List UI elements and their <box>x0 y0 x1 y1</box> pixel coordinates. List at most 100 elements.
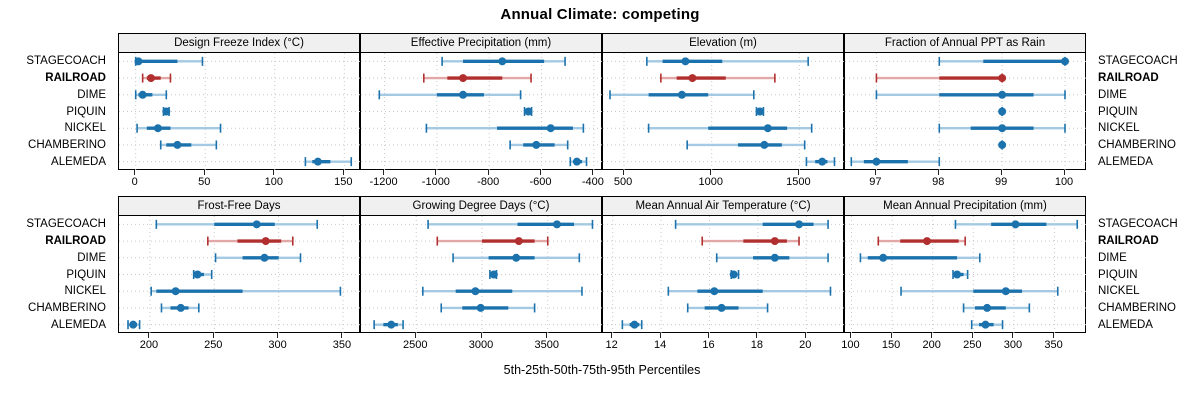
median-dot <box>1011 220 1020 229</box>
tick-label: 1000 <box>698 176 723 188</box>
tick-mark <box>212 333 214 338</box>
x-axis-caption: 5th-25th-50th-75th-95th Percentiles <box>503 363 701 377</box>
median-dot <box>498 57 507 66</box>
median-dot <box>252 220 261 229</box>
panel-mean-annual-air-temperature-c <box>602 216 845 333</box>
median-dot <box>872 157 881 166</box>
tick-label: 0 <box>131 176 138 188</box>
tick-mark <box>710 170 712 175</box>
median-dot <box>134 57 143 66</box>
median-dot <box>983 303 992 312</box>
tick-label: 100 <box>1054 176 1074 188</box>
tick-mark <box>148 333 150 338</box>
median-dot <box>524 107 533 116</box>
median-dot <box>998 90 1007 99</box>
panel-strip-elevation-m: Elevation (m) <box>602 33 844 53</box>
panel-frost-free-days <box>118 216 361 333</box>
tick-mark <box>1063 170 1065 175</box>
median-dot <box>476 303 485 312</box>
median-dot <box>953 270 962 279</box>
tick-label: 350 <box>332 339 352 351</box>
tick-label: 14 <box>653 339 667 351</box>
tick-label: 250 <box>204 339 223 351</box>
tick-label: 3500 <box>534 339 559 351</box>
panel-strip-frost-free-days: Frost-Free Days <box>118 196 360 216</box>
tick-label: 500 <box>613 176 633 188</box>
panel-effective-precipitation-mm <box>360 53 603 170</box>
tick-mark <box>659 333 661 338</box>
median-dot <box>512 253 521 262</box>
tick-label: 2500 <box>402 339 428 351</box>
category-label-alemeda: ALEMEDA <box>51 318 106 331</box>
tick-mark <box>480 333 482 338</box>
median-dot <box>489 270 498 279</box>
median-dot <box>729 270 738 279</box>
median-dot <box>153 124 162 133</box>
panel-plot-mean-annual-precipitation-mm <box>845 216 1087 333</box>
x-axis-effective-precipitation-mm: -1200 -1000 -800 -600 -400 <box>360 170 604 192</box>
tick-label: 98 <box>932 176 945 188</box>
tick-label: 12 <box>605 339 618 351</box>
category-label-dime: DIME <box>1098 88 1127 101</box>
median-dot <box>572 157 581 166</box>
tick-label: 350 <box>1044 339 1063 351</box>
median-dot <box>818 157 827 166</box>
median-dot <box>998 140 1007 149</box>
x-axis-frost-free-days: 200 250 300 350 <box>118 333 360 355</box>
tick-label: 250 <box>963 339 982 351</box>
panel-strip-effective-precipitation-mm: Effective Precipitation (mm) <box>360 33 602 53</box>
tick-label: 20 <box>799 339 812 351</box>
category-label-railroad: RAILROAD <box>45 235 106 248</box>
tick-label: -1200 <box>369 176 398 188</box>
tick-mark <box>931 333 933 338</box>
tick-mark <box>383 170 385 175</box>
tick-label: 18 <box>750 339 763 351</box>
x-axis-mean-annual-precipitation-mm: 100 150 200 250 300 350 <box>841 333 1086 355</box>
median-dot <box>770 237 779 246</box>
category-label-dime: DIME <box>77 88 106 101</box>
tick-mark <box>971 333 973 338</box>
tick-mark <box>1053 333 1055 338</box>
category-label-stagecoach: STAGECOACH <box>26 55 106 68</box>
median-dot <box>546 124 555 133</box>
tick-mark <box>546 333 548 338</box>
median-dot <box>146 74 155 83</box>
x-axis-design-freeze-index-c: 0 50 100 150 <box>118 170 360 192</box>
category-label-stagecoach: STAGECOACH <box>26 218 106 231</box>
median-dot <box>681 57 690 66</box>
median-dot <box>129 320 138 329</box>
tick-mark <box>487 170 489 175</box>
tick-mark <box>273 170 275 175</box>
tick-mark <box>592 170 594 175</box>
median-dot <box>387 320 396 329</box>
median-dot <box>760 140 769 149</box>
median-dot <box>677 90 686 99</box>
tick-mark <box>341 333 343 338</box>
category-label-railroad: RAILROAD <box>45 72 106 85</box>
category-label-piquin: PIQUIN <box>66 105 106 118</box>
tick-label: 300 <box>268 339 287 351</box>
category-label-dime: DIME <box>1098 251 1127 264</box>
panel-plot-frost-free-days <box>119 216 361 333</box>
tick-label: -400 <box>581 176 604 188</box>
category-label-stagecoach: STAGECOACH <box>1098 218 1178 231</box>
x-axis-growing-degree-days-c: 2500 3000 3500 <box>360 333 602 355</box>
median-dot <box>770 253 779 262</box>
category-label-railroad: RAILROAD <box>1098 72 1159 85</box>
median-dot <box>630 320 639 329</box>
tick-mark <box>1000 170 1002 175</box>
tick-label: 16 <box>702 339 715 351</box>
median-dot <box>471 287 480 296</box>
median-dot <box>998 107 1007 116</box>
panel-strip-fraction-of-annual-ppt-as-rain: Fraction of Annual PPT as Rain <box>844 33 1086 53</box>
panel-plot-effective-precipitation-mm <box>361 53 603 170</box>
tick-mark <box>804 333 806 338</box>
category-label-piquin: PIQUIN <box>66 268 106 281</box>
tick-label: -600 <box>529 176 552 188</box>
median-dot <box>176 303 185 312</box>
median-dot <box>795 220 804 229</box>
panel-strip-mean-annual-air-temperature-c: Mean Annual Air Temperature (°C) <box>602 196 844 216</box>
tick-label: -1000 <box>421 176 450 188</box>
tick-mark <box>1012 333 1014 338</box>
